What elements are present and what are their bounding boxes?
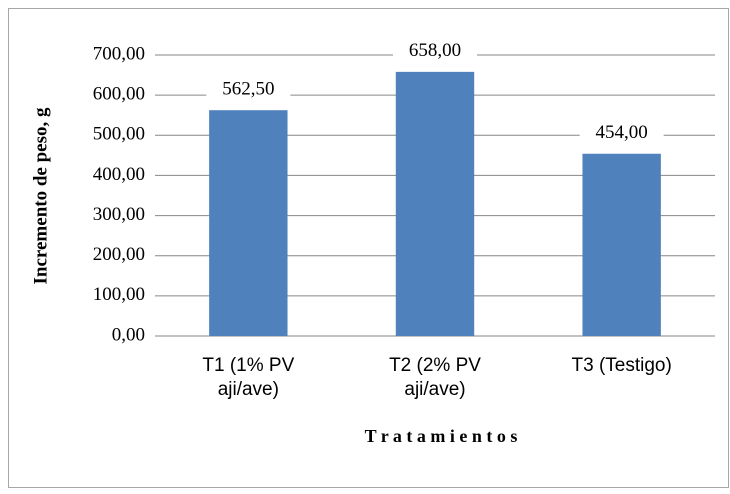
x-tick-label: T3 (Testigo) bbox=[572, 355, 672, 376]
y-tick-label: 500,00 bbox=[93, 124, 145, 145]
y-axis-title: Incremento de peso, g bbox=[30, 107, 51, 284]
y-tick-label: 200,00 bbox=[93, 244, 145, 265]
y-tick-label: 400,00 bbox=[93, 164, 145, 185]
data-label-background bbox=[393, 38, 477, 65]
data-label-background bbox=[579, 120, 664, 147]
data-label-background bbox=[206, 77, 291, 104]
y-tick-label: 600,00 bbox=[93, 84, 145, 105]
data-label: 454,00 bbox=[596, 122, 648, 143]
y-tick-label: 0,00 bbox=[112, 324, 145, 345]
bar bbox=[395, 71, 475, 337]
data-label: 658,00 bbox=[409, 40, 461, 61]
y-tick-label: 100,00 bbox=[93, 284, 145, 305]
x-axis-title: T r a t a m i e n t o s bbox=[365, 426, 518, 446]
y-tick-label: 700,00 bbox=[93, 43, 145, 64]
x-tick-label: T2 (2% PV aji/ave) bbox=[389, 355, 481, 400]
y-tick-label: 300,00 bbox=[93, 204, 145, 225]
bar bbox=[209, 110, 288, 336]
data-label: 562,50 bbox=[222, 79, 274, 100]
x-tick-label: T1 (1% PV aji/ave) bbox=[202, 355, 294, 400]
bar bbox=[582, 153, 661, 336]
